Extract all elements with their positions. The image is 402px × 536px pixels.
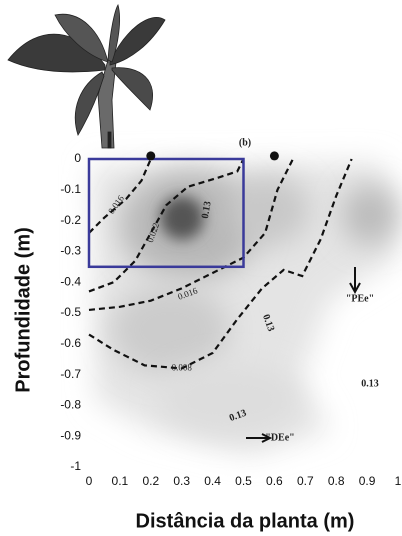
y-tick-label: 0 [74, 151, 81, 165]
highlight-box [87, 157, 245, 269]
y-tick-label: -0.5 [60, 305, 81, 319]
y-tick-label: -0.6 [60, 336, 81, 350]
x-tick-label: 0.4 [204, 474, 221, 488]
y-tick-label: -0.8 [60, 398, 81, 412]
annotation: (b) [239, 137, 251, 148]
contour-label: 0.008 [172, 363, 193, 373]
y-axis-title: Profundidade (m) [12, 227, 34, 393]
x-tick-label: 0.9 [359, 474, 376, 488]
arrow [349, 267, 361, 295]
y-tick-label: -0.2 [60, 213, 81, 227]
arrow [246, 433, 273, 443]
x-axis-title: Distância da planta (m) [136, 510, 355, 532]
annotation: 0.13 [200, 200, 214, 219]
y-tick-label: -0.1 [60, 182, 81, 196]
marker-point [146, 151, 156, 161]
y-tick-label: -0.3 [60, 244, 81, 258]
x-tick-label: 1 [395, 474, 402, 488]
contour-line [88, 158, 294, 312]
annotation: "PEe" [346, 293, 374, 304]
y-tick-label: -0.4 [60, 274, 81, 288]
x-tick-label: 0.1 [112, 474, 129, 488]
x-tick-label: 0.8 [328, 474, 345, 488]
annotation: 0.13 [361, 378, 379, 389]
contour-line [88, 158, 245, 293]
banana-plant [7, 3, 166, 149]
x-tick-label: 0 [86, 474, 93, 488]
x-tick-label: 0.5 [235, 474, 252, 488]
x-tick-label: 0.3 [173, 474, 190, 488]
x-tick-label: 0.7 [297, 474, 314, 488]
contour-line [88, 158, 152, 234]
x-tick-label: 0.6 [266, 474, 283, 488]
contour-line [88, 158, 353, 370]
y-tick-label: -0.7 [60, 367, 81, 381]
marker-point [269, 151, 279, 161]
y-tick-label: -1 [70, 459, 81, 473]
annotation: "DEe" [265, 432, 294, 443]
y-tick-label: -0.9 [60, 428, 81, 442]
x-tick-label: 0.2 [142, 474, 159, 488]
